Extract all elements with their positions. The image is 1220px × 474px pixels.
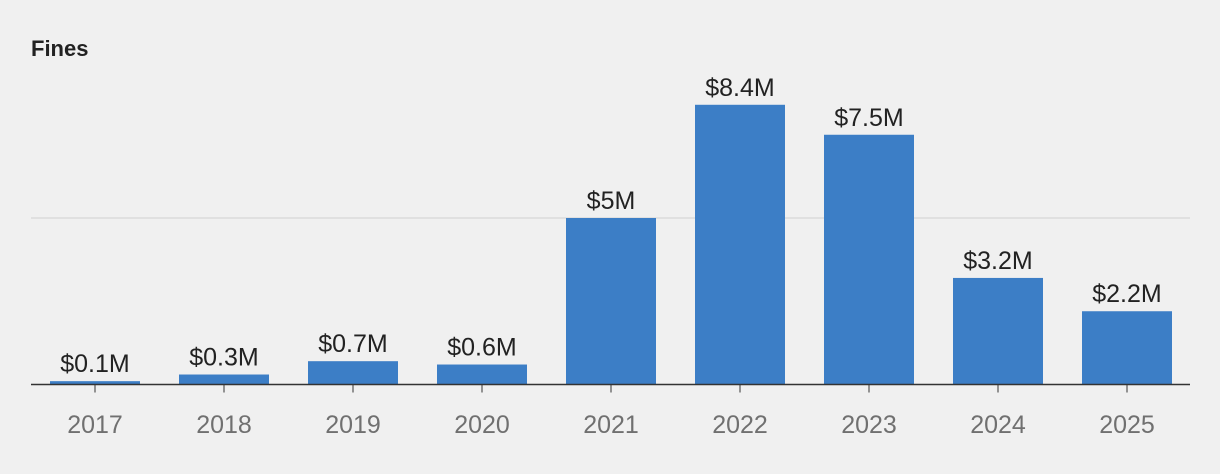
chart-title: Fines	[31, 36, 89, 61]
x-tick-label-2021: 2021	[583, 411, 639, 439]
x-tick-label-2020: 2020	[454, 411, 510, 439]
data-label-2024: $3.2M	[963, 247, 1032, 275]
x-tick-label-2022: 2022	[712, 411, 768, 439]
data-label-2022: $8.4M	[705, 74, 774, 102]
data-label-2018: $0.3M	[189, 344, 258, 372]
x-tick-label-2024: 2024	[970, 411, 1026, 439]
bar-2019[interactable]	[308, 361, 398, 385]
x-tick-label-2023: 2023	[841, 411, 897, 439]
data-label-2017: $0.1M	[60, 350, 129, 378]
x-tick-label-2018: 2018	[196, 411, 252, 439]
bar-2022[interactable]	[695, 104, 785, 385]
data-label-2025: $2.2M	[1092, 280, 1161, 308]
bar-2024[interactable]	[953, 277, 1043, 385]
data-label-2019: $0.7M	[318, 330, 387, 358]
data-label-2023: $7.5M	[834, 104, 903, 132]
bar-2021[interactable]	[566, 218, 656, 385]
bar-2017[interactable]	[50, 381, 140, 385]
x-tick-label-2017: 2017	[67, 411, 123, 439]
data-label-2020: $0.6M	[447, 334, 516, 362]
x-tick-label-2025: 2025	[1099, 411, 1155, 439]
bar-2018[interactable]	[179, 374, 269, 385]
data-label-2021: $5M	[587, 187, 636, 215]
bar-2020[interactable]	[437, 364, 527, 385]
x-tick-label-2019: 2019	[325, 411, 381, 439]
bar-2025[interactable]	[1082, 311, 1172, 385]
bar-2023[interactable]	[824, 134, 914, 385]
